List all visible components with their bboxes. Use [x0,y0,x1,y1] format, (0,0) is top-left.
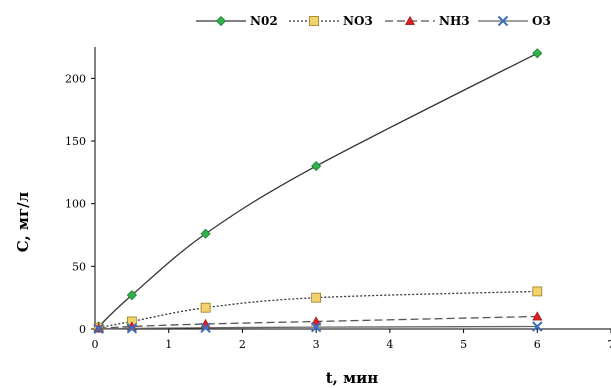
legend-label: O3 [532,14,551,28]
legend-item-o3: O3 [478,14,551,28]
x-tick-label: 7 [608,338,611,351]
series-n02 [93,48,543,332]
data-point-o3 [126,323,138,334]
legend: N02 NO3 NH3 O3 [196,14,551,28]
data-point-o3 [93,323,104,334]
data-point-nh3 [532,311,543,321]
legend-item-n02: N02 [196,14,278,28]
legend-item-nh3: NH3 [385,14,470,28]
data-point-n02 [126,290,137,301]
y-tick-label: 100 [65,198,86,211]
legend-marker [404,15,416,25]
series-line-no3 [98,290,538,329]
legend-label: NO3 [343,14,373,28]
data-point-no3 [200,302,211,313]
legend-marker [309,16,319,26]
x-tick-label: 6 [534,338,541,351]
y-tick-label: 0 [79,323,86,336]
axes: 0 50 100 150 200 0 1 2 3 4 5 6 7 [65,47,611,351]
x-axis-title: t, мин [326,369,379,387]
data-point-no3 [311,292,322,303]
series-o3 [93,321,543,334]
data-point-o3 [200,322,211,333]
data-point-o3 [532,321,543,332]
x-tick-label: 4 [386,338,393,351]
series-group [93,48,543,334]
data-point-n02 [532,48,543,59]
legend-label: N02 [250,14,278,28]
y-tick-label: 150 [65,135,86,148]
x-tick-label: 1 [165,338,172,351]
y-axis-title: C, мг/л [14,191,32,252]
legend-item-no3: NO3 [289,14,373,28]
data-point-o3 [310,321,322,333]
legend-label: NH3 [439,14,470,28]
x-tick-label: 2 [239,338,246,351]
series-line-o3 [98,325,538,330]
series-line-n02 [98,52,538,327]
data-point-nh3 [311,316,322,326]
data-point-n02 [311,161,322,172]
legend-marker [215,15,227,27]
x-tick-label: 0 [92,338,99,351]
data-point-no3 [532,286,543,297]
y-tick-label: 50 [72,260,86,273]
x-tick-label: 3 [313,338,320,351]
x-tick-label: 5 [460,338,467,351]
series-line-nh3 [98,315,538,330]
data-point-n02 [200,228,211,239]
y-tick-label: 200 [65,72,86,85]
legend-marker [497,15,509,27]
